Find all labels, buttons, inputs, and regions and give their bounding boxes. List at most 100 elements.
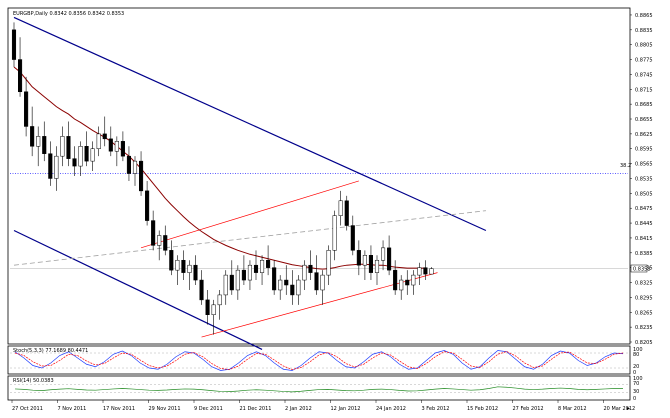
stoch-level-20: 20	[633, 364, 639, 370]
candle-body	[84, 146, 89, 162]
candle-body	[405, 279, 410, 286]
stochastic-panel[interactable]	[7, 345, 631, 375]
candle	[157, 230, 162, 261]
candle	[193, 255, 198, 286]
date-tick-label: 8 Mar 2012	[558, 406, 587, 412]
candle	[163, 225, 168, 256]
candle	[247, 260, 252, 290]
rising-channel-upper-trendline[interactable]	[140, 180, 359, 249]
candle-body	[48, 153, 53, 179]
candle	[260, 255, 265, 286]
price-tick-label: 0.8325	[635, 281, 653, 287]
stochastic-lines	[10, 350, 628, 371]
candle	[66, 121, 71, 167]
dashed-trend-trendline[interactable]	[13, 210, 486, 266]
price-tick-label: 0.8235	[635, 325, 653, 331]
candle	[356, 240, 361, 276]
downtrend-upper-trendline[interactable]	[13, 16, 487, 232]
price-tick-label: 0.8415	[635, 236, 653, 242]
candle	[187, 260, 192, 290]
price-tick-label: 0.8595	[635, 147, 653, 153]
scroll-right-icon[interactable]: ▸	[627, 405, 630, 412]
candle-body	[350, 225, 355, 251]
candle	[24, 76, 29, 137]
candle-body	[314, 272, 319, 291]
candle	[393, 260, 398, 295]
candle	[362, 250, 367, 281]
candle-body	[332, 215, 337, 251]
candle-body	[393, 269, 398, 291]
candle	[229, 260, 234, 295]
current-price-box	[630, 264, 648, 273]
candle	[272, 260, 277, 295]
fib-level-label: 38.2	[620, 163, 631, 169]
candle	[235, 265, 240, 300]
candle-body	[217, 294, 222, 306]
candle	[405, 270, 410, 295]
date-tick-label: 9 Dec 2011	[194, 406, 223, 412]
candle-body	[139, 160, 144, 192]
rsi-line-path	[14, 386, 623, 393]
candle-body	[387, 247, 392, 271]
candle	[84, 131, 89, 167]
candle	[429, 267, 434, 275]
price-tick-label: 0.8685	[635, 102, 653, 108]
price-tick-label: 0.8295	[635, 295, 653, 301]
date-tick-label: 20 Mar 2012	[604, 406, 636, 412]
date-tick-label: 21 Dec 2011	[240, 406, 272, 412]
candle-body	[308, 264, 313, 273]
candle	[60, 126, 65, 167]
candle	[381, 240, 386, 271]
main-price-panel[interactable]	[7, 7, 631, 345]
candle-body	[96, 133, 101, 149]
candle-body	[338, 200, 343, 216]
candle-body	[429, 268, 434, 275]
rising-channel-lower-trendline[interactable]	[201, 272, 438, 338]
candle	[169, 240, 174, 276]
price-tick-label: 0.8475	[635, 206, 653, 212]
candle-body	[66, 136, 71, 159]
candle-body	[374, 259, 380, 273]
date-tick-label: 7 Nov 2011	[58, 406, 87, 412]
candle	[368, 245, 373, 281]
candle-body	[205, 299, 210, 315]
candle-body	[181, 259, 186, 273]
rsi-panel[interactable]	[7, 375, 631, 401]
candle	[102, 116, 107, 147]
candle-body	[78, 146, 83, 167]
candle	[205, 289, 210, 325]
price-tick-label: 0.8715	[635, 87, 653, 93]
candle-body	[399, 279, 404, 291]
candle	[145, 180, 150, 226]
candle	[139, 151, 144, 196]
candle-body	[175, 259, 180, 271]
stoch-main-line	[14, 350, 624, 371]
candle-body	[169, 250, 174, 271]
candle-body	[24, 91, 29, 127]
candle-body	[260, 259, 265, 273]
candle	[42, 121, 47, 162]
rsi-level-0: 0	[633, 396, 636, 402]
candle	[284, 265, 289, 295]
candle-body	[102, 133, 107, 140]
rsi-level-70: 70	[633, 381, 639, 387]
price-tick-label: 0.8505	[635, 191, 653, 197]
candle	[308, 250, 313, 281]
candle-body	[11, 29, 17, 60]
rsi-level-30: 30	[633, 389, 639, 395]
candle	[120, 131, 125, 162]
candle	[374, 255, 380, 286]
candle-body	[223, 274, 228, 296]
candle-body	[302, 264, 307, 281]
candle	[78, 141, 83, 176]
downtrend-lower-trendline[interactable]	[13, 229, 263, 350]
candle	[199, 270, 204, 305]
candle	[278, 275, 283, 300]
candle	[151, 210, 156, 251]
candle-body	[381, 247, 386, 261]
candle-body	[126, 155, 132, 174]
candle-body	[266, 259, 271, 268]
candle-body	[30, 126, 35, 147]
candle-body	[120, 141, 125, 157]
